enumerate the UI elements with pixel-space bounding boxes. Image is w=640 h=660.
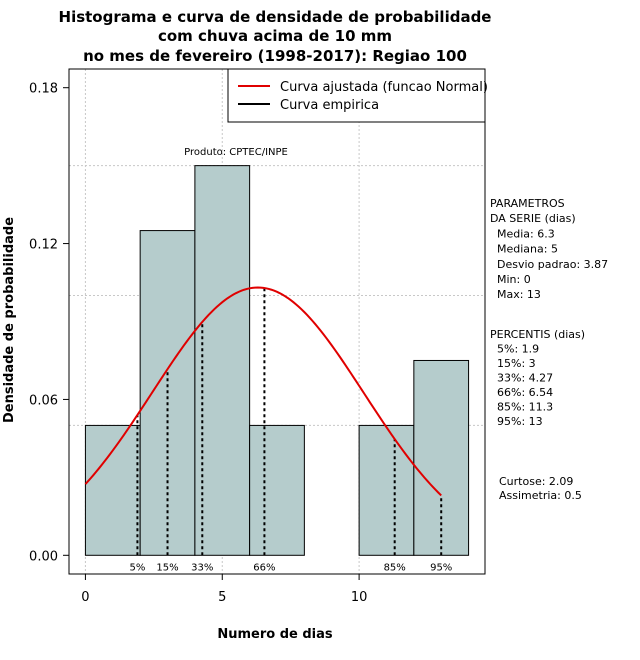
- histogram-bar-5: [358, 424, 415, 556]
- percentile-label-2: 33%: [191, 562, 213, 573]
- parametros-line-1: DA SERIE (dias): [490, 212, 576, 225]
- legend: Curva ajustada (funcao Normal) Curva emp…: [227, 68, 488, 123]
- legend-label-empirical: Curva empirica: [280, 98, 379, 113]
- axes-layer: 0 5 10 0.00 0.06 0.12 0.18: [29, 82, 367, 605]
- x-axis-title: Numero de dias: [217, 627, 333, 642]
- x-tick-label-2: 10: [351, 590, 368, 605]
- normal-fit-curve: [84, 286, 442, 497]
- y-tick-label-2: 0.12: [29, 238, 58, 253]
- percentis-line-6: 95%: 13: [490, 415, 543, 428]
- percentis-line-5: 85%: 11.3: [490, 401, 553, 414]
- y-tick-label-1: 0.06: [29, 393, 58, 408]
- chart-title-line-2: com chuva acima de 10 mm: [158, 27, 392, 45]
- parametros-line-0: PARAMETROS: [490, 197, 565, 210]
- percentis-line-1: 5%: 1.9: [490, 343, 539, 356]
- y-tick-label-0: 0.00: [29, 549, 58, 564]
- legend-label-normal: Curva ajustada (funcao Normal): [280, 80, 488, 95]
- parametros-line-5: Min: 0: [490, 273, 531, 286]
- chart-title-line-1: Histograma e curva de densidade de proba…: [59, 8, 492, 26]
- percentile-label-4: 85%: [384, 562, 406, 573]
- curve-layer: [84, 286, 442, 497]
- x-tick-label-0: 0: [81, 590, 89, 605]
- y-axis-title: Densidade de probabilidade: [2, 217, 17, 423]
- parametros-line-3: Mediana: 5: [490, 243, 558, 256]
- percentis-line-3: 33%: 4.27: [490, 372, 553, 385]
- percentile-label-1: 15%: [156, 562, 178, 573]
- side-panel-percentis: PERCENTIS (dias) 5%: 1.9 15%: 3 33%: 4.2…: [490, 328, 585, 428]
- histogram-bar-3: [249, 424, 305, 556]
- percentis-line-2: 15%: 3: [490, 357, 536, 370]
- parametros-line-2: Media: 6.3: [490, 227, 555, 240]
- percentile-label-5: 95%: [430, 562, 452, 573]
- x-tick-label-1: 5: [218, 590, 226, 605]
- legend-box: [227, 68, 486, 123]
- shape-stat-line-1: Assimetria: 0.5: [499, 489, 582, 502]
- chart-title-line-3: no mes de fevereiro (1998-2017): Regiao …: [83, 47, 467, 65]
- percentile-layer: 5% 15% 33% 66% 85% 95%: [129, 288, 452, 573]
- histogram-bar-0: [84, 424, 141, 556]
- histogram-bar-6: [413, 359, 470, 556]
- bars-layer: [84, 165, 470, 556]
- side-panel-parametros: PARAMETROS DA SERIE (dias) Media: 6.3 Med…: [490, 197, 608, 301]
- percentis-line-0: PERCENTIS (dias): [490, 328, 585, 341]
- y-tick-label-3: 0.18: [29, 82, 58, 97]
- product-annotation: Produto: CPTEC/INPE: [184, 147, 288, 158]
- percentis-line-4: 66%: 6.54: [490, 386, 553, 399]
- percentile-label-0: 5%: [129, 562, 145, 573]
- percentile-label-3: 66%: [253, 562, 275, 573]
- shape-stat-line-0: Curtose: 2.09: [499, 475, 573, 488]
- histogram-bar-2: [194, 165, 251, 556]
- parametros-line-6: Max: 13: [490, 288, 541, 301]
- parametros-line-4: Desvio padrao: 3.87: [490, 258, 608, 271]
